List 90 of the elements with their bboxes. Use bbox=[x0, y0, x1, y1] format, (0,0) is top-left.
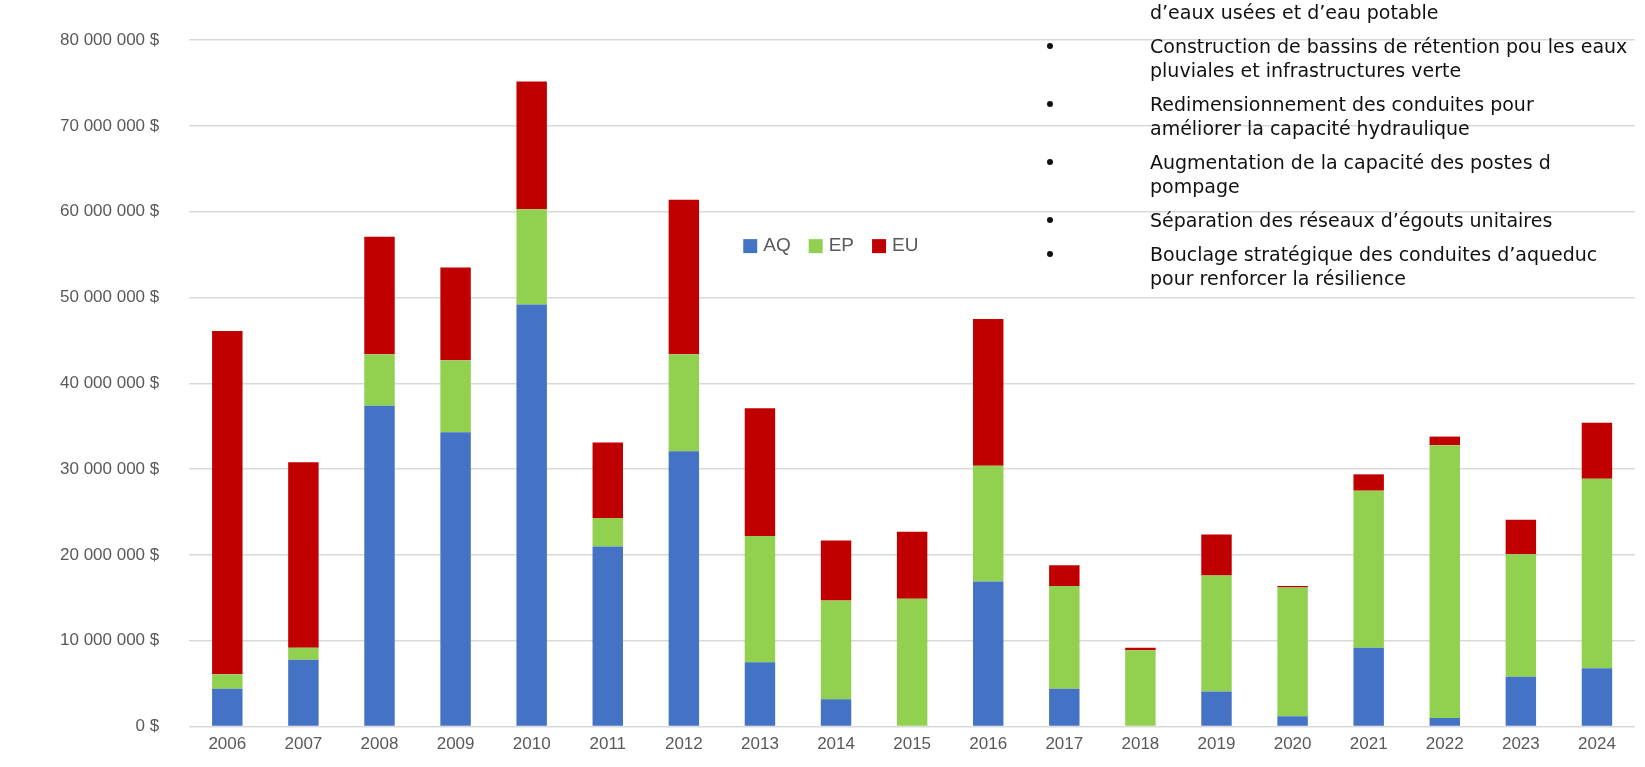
y-tick-label: 50 000 000 $ bbox=[60, 287, 160, 307]
x-tick-label: 2013 bbox=[741, 734, 779, 754]
bar bbox=[592, 546, 623, 726]
y-tick-label: 60 000 000 $ bbox=[60, 201, 160, 221]
y-tick-label: 0 $ bbox=[135, 716, 160, 736]
bar bbox=[1277, 716, 1308, 726]
legend-label: AQ bbox=[763, 234, 791, 256]
bar bbox=[744, 408, 776, 537]
bar bbox=[668, 199, 700, 355]
bar bbox=[440, 360, 471, 433]
bar bbox=[1429, 445, 1460, 719]
bar bbox=[1201, 575, 1232, 692]
x-tick-label: 2015 bbox=[893, 734, 932, 754]
bar bbox=[1581, 478, 1613, 669]
bar bbox=[212, 331, 243, 675]
bar bbox=[1353, 474, 1384, 491]
x-tick-label: 2011 bbox=[589, 734, 627, 754]
bar bbox=[364, 236, 395, 355]
bar bbox=[440, 267, 471, 361]
bar bbox=[896, 531, 928, 599]
bar bbox=[1581, 668, 1613, 726]
bar bbox=[364, 354, 395, 406]
bar bbox=[1581, 422, 1613, 479]
x-tick-label: 2014 bbox=[817, 734, 855, 754]
bar bbox=[1201, 534, 1232, 576]
x-tick-label: 2020 bbox=[1273, 734, 1312, 754]
annotation: Bouclage stratégique des conduites d’aqueduc pour renforcer la résilience bbox=[1149, 242, 1599, 290]
bar bbox=[212, 674, 243, 689]
x-tick-label: 2023 bbox=[1501, 734, 1540, 754]
bar bbox=[1353, 647, 1384, 726]
x-tick-label: 2019 bbox=[1197, 734, 1236, 754]
bar bbox=[212, 688, 243, 726]
y-tick-label: 80 000 000 $ bbox=[60, 29, 160, 49]
annotation: Séparation des réseaux d’égouts unitaires bbox=[1149, 208, 1554, 232]
y-tick-label: 20 000 000 $ bbox=[60, 544, 160, 564]
bar bbox=[516, 304, 547, 726]
bar bbox=[1505, 676, 1537, 726]
bar bbox=[516, 209, 547, 305]
bar bbox=[973, 465, 1004, 582]
x-tick-label: 2018 bbox=[1121, 734, 1160, 754]
bar bbox=[1049, 585, 1080, 689]
bar bbox=[1201, 691, 1232, 726]
annotation: Augmentation de la capacité des postes d pompage bbox=[1149, 150, 1552, 198]
x-tick-label: 2016 bbox=[969, 734, 1008, 754]
y-tick-label: 30 000 000 $ bbox=[60, 458, 160, 478]
bar bbox=[973, 581, 1004, 726]
x-tick-label: 2010 bbox=[512, 734, 551, 754]
bar bbox=[744, 536, 776, 663]
bar bbox=[1505, 519, 1537, 555]
bar bbox=[1277, 587, 1308, 717]
x-tick-label: 2017 bbox=[1045, 734, 1084, 754]
bar bbox=[516, 81, 547, 210]
bar bbox=[1049, 688, 1080, 726]
x-tick-label: 2012 bbox=[664, 734, 703, 754]
bar bbox=[820, 540, 852, 601]
bar bbox=[820, 699, 852, 726]
bar bbox=[288, 647, 319, 660]
bar bbox=[1429, 718, 1460, 726]
bar bbox=[896, 598, 928, 726]
bar bbox=[592, 518, 623, 547]
bar bbox=[288, 659, 319, 726]
x-tick-label: 2009 bbox=[436, 734, 475, 754]
legend-label: EP bbox=[828, 234, 855, 256]
x-tick-label: 2006 bbox=[208, 734, 247, 754]
bar bbox=[1429, 436, 1460, 446]
bar bbox=[1353, 490, 1384, 648]
x-tick-label: 2007 bbox=[284, 734, 323, 754]
bar bbox=[668, 451, 700, 726]
y-tick-label: 70 000 000 $ bbox=[60, 115, 160, 135]
x-tick-label: 2021 bbox=[1349, 734, 1388, 754]
x-tick-label: 2024 bbox=[1578, 734, 1616, 754]
bar bbox=[973, 319, 1004, 466]
bar bbox=[592, 442, 623, 519]
annotation: Redimensionnement des conduites pour améliorer la capacité hydraulique bbox=[1149, 92, 1535, 140]
bar bbox=[1505, 554, 1537, 677]
y-tick-label: 40 000 000 $ bbox=[60, 373, 160, 393]
bar bbox=[1049, 565, 1080, 586]
bar bbox=[744, 662, 776, 726]
x-tick-label: 2022 bbox=[1425, 734, 1464, 754]
bar bbox=[288, 462, 319, 648]
bar bbox=[364, 405, 395, 726]
y-tick-label: 10 000 000 $ bbox=[60, 630, 160, 650]
bar bbox=[668, 354, 700, 452]
bar bbox=[1125, 650, 1156, 726]
bar bbox=[440, 432, 471, 726]
annotation: Construction de bassins de rétention pou les eaux pluviales et infrastructures verte bbox=[1149, 34, 1629, 82]
x-tick-label: 2008 bbox=[360, 734, 399, 754]
text: d’eaux usées et d’eau potable bbox=[1149, 0, 1440, 24]
legend-label: EU bbox=[892, 234, 919, 256]
bar bbox=[820, 600, 852, 700]
